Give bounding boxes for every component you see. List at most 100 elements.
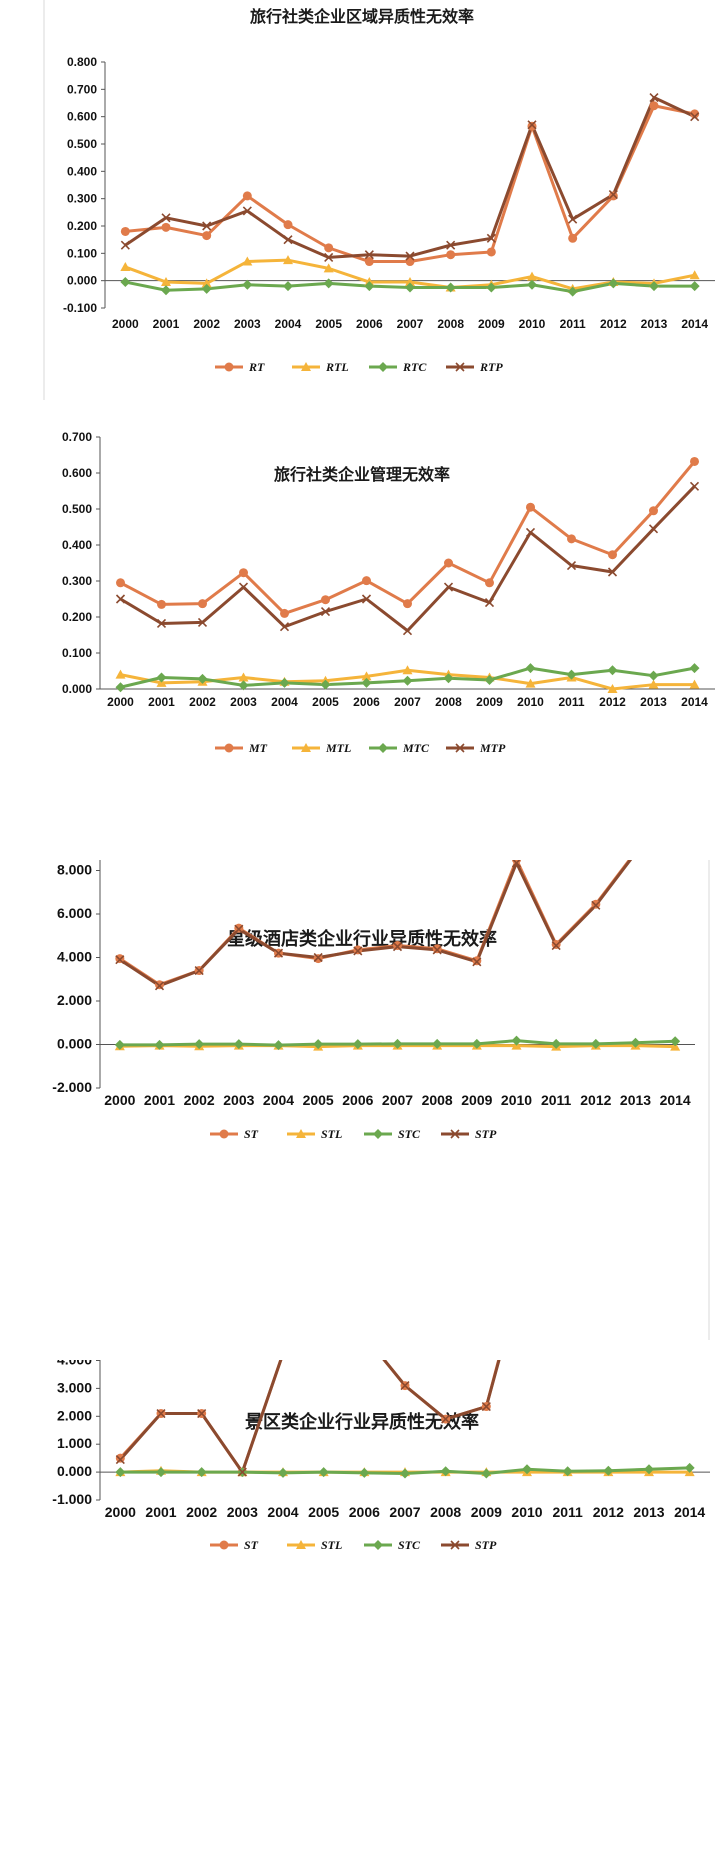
chart-3-x-tick-label: 2009 <box>461 1092 492 1108</box>
chart-1-series-2-point-8 <box>405 277 415 287</box>
chart-2-x-tick-label: 2000 <box>107 695 134 709</box>
chart-1-legend-item-RTL: RTL <box>292 360 349 374</box>
chart-4-series-3-point-3 <box>196 1467 207 1478</box>
chart-1-series-3-point-7 <box>364 281 375 292</box>
chart-2-series-4-point-9 <box>443 582 454 592</box>
chart-2-series-3-point-5 <box>279 677 290 688</box>
chart-3-plot: 10.0008.0006.0004.0002.0000.000-2.000200… <box>49 818 695 1108</box>
chart-4-y-tick-label: -1.000 <box>52 1491 92 1507</box>
chart-3-legend-label: ST <box>244 1127 259 1141</box>
chart-4-series-3-point-10 <box>481 1468 492 1479</box>
chart-1-x-tick-label: 2011 <box>560 317 586 331</box>
chart-4-x-tick-label: 2007 <box>389 1504 420 1520</box>
chart-3-title: 星级酒店类企业行业异质性无效率 <box>227 928 497 950</box>
chart-3-y-tick-label: 2.000 <box>57 992 92 1008</box>
chart-3-y-tick-label: 6.000 <box>57 905 92 921</box>
chart-4-legend-item-STP: STP <box>441 1538 497 1552</box>
chart-3-x-tick-label: 2004 <box>263 1092 294 1108</box>
chart-1-series-3-point-1 <box>120 277 131 288</box>
chart-2-series-4-point-12 <box>566 560 577 571</box>
chart-4-legend-label: STP <box>475 1538 497 1552</box>
chart-2-x-tick-label: 2005 <box>312 695 339 709</box>
chart-1-y-tick-label: 0.700 <box>67 82 97 96</box>
chart-3-legend-item-STC: STC <box>364 1127 421 1141</box>
chart-1-series-1-point-1 <box>120 226 130 236</box>
chart-1-y-tick-label: 0.300 <box>67 192 97 206</box>
chart-1-series-1-point-11 <box>527 121 537 131</box>
chart-3-series-3-point-12 <box>551 1038 562 1049</box>
chart-1-legend-label: RTC <box>402 360 427 374</box>
chart-1-svg: 旅行社类企业区域异质性无效率 0.800 0.700 0.600 0.500 0.400… <box>43 0 715 400</box>
chart-1-x-tick-label: 2000 <box>112 317 139 331</box>
chart-2-series-4-point-11 <box>525 527 536 537</box>
chart-4-legend-item-STC: STC <box>364 1538 421 1552</box>
chart-2-legend-item-MT: MT <box>215 741 268 755</box>
chart-2-y-tick-label: 0.600 <box>62 466 92 480</box>
chart-3-x-tick-label: 2008 <box>422 1092 453 1108</box>
chart-4-series-4-point-10 <box>481 1401 491 1412</box>
chart-3-x-tick-label: 2001 <box>144 1092 175 1108</box>
chart-2-series-3-point-2 <box>156 672 167 683</box>
chart-2-series-1-point-13 <box>608 550 617 560</box>
chart-3-series-3-point-2 <box>154 1039 165 1050</box>
chart-1-series-3-point-4 <box>242 279 253 290</box>
chart-2-series-1-point-5 <box>280 608 289 618</box>
chart-1-series-3-point-3 <box>201 283 212 294</box>
chart-2-y-tick-label: 0.700 <box>62 430 92 444</box>
chart-3-series-3-point-8 <box>392 1038 403 1049</box>
chart-3-x-tick-label: 2000 <box>104 1092 135 1108</box>
chart-3-legend-label: STL <box>321 1127 342 1141</box>
chart-2-legend-item-MTP: MTP <box>446 741 506 755</box>
chart-3-x-tick-label: 2002 <box>184 1092 215 1108</box>
chart-3-legend-item-STP: STP <box>441 1127 497 1141</box>
chart-1-series-1-point-3 <box>202 231 212 241</box>
chart-2-series-2-point-8 <box>402 665 413 675</box>
chart-2-legend-item-MTL: MTL <box>292 741 351 755</box>
chart-4-series-3-point-2 <box>156 1467 166 1478</box>
chart-2-series-4-point-15 <box>689 481 700 491</box>
chart-4-series-3-point-15 <box>684 1462 695 1473</box>
chart-3-x-tick-label: 2012 <box>580 1092 611 1108</box>
chart-1-series-3-point-12 <box>567 286 578 297</box>
chart-2-series-4-point-4 <box>238 582 249 592</box>
chart-3-series-3-point-9 <box>432 1038 443 1049</box>
chart-2-legend-label: MTC <box>402 741 430 755</box>
chart-4-y-tick-label: 4.000 <box>57 1360 92 1368</box>
chart-1-y-tick-label: -0.100 <box>63 301 97 315</box>
chart-1-series-1-point-7 <box>364 257 374 267</box>
chart-2-series-3-point-14 <box>648 670 659 681</box>
chart-4-series-3-point-1 <box>115 1467 126 1478</box>
chart-1-legend-label: RTL <box>325 360 349 374</box>
chart-3-series-4-point-2 <box>154 981 165 991</box>
chart-4-x-tick-label: 2008 <box>430 1504 461 1520</box>
chart-3-x-tick-label: 2006 <box>342 1092 373 1108</box>
chart-4-x-tick-label: 2006 <box>349 1504 380 1520</box>
chart-4-legend-label: STL <box>321 1538 342 1552</box>
chart-1-series-1-point-5 <box>283 220 293 230</box>
chart-1-legend-item-RTC: RTC <box>369 360 427 374</box>
chart-4-x-tick-label: 2004 <box>267 1504 298 1520</box>
chart-2-series-4-point-3 <box>197 617 208 627</box>
chart-1-series-1-point-2 <box>161 222 171 232</box>
chart-4-series-4-point-3 <box>197 1408 207 1419</box>
chart-2-series-3-point-9 <box>443 673 454 684</box>
chart-4-series-3-point-9 <box>440 1466 451 1477</box>
chart-1-x-tick-label: 2006 <box>356 317 383 331</box>
chart-3-series-4-point-13 <box>591 900 601 910</box>
chart-4-legend: ST STL STC STP <box>210 1538 497 1552</box>
chart-2-series-MT-line <box>119 460 696 615</box>
chart-4-x-tick-label: 2001 <box>145 1504 176 1520</box>
chart-4-series-3-point-8 <box>400 1468 410 1479</box>
chart-2-series-1-point-6 <box>321 595 330 605</box>
chart-4-y-tick-label: 2.000 <box>57 1407 92 1423</box>
chart-4-series-3-point-14 <box>644 1464 654 1475</box>
chart-2-series-3-point-7 <box>361 677 372 688</box>
chart-1-series-1-point-4 <box>242 191 252 201</box>
chart-1-series-1-point-12 <box>568 233 578 243</box>
chart-4-x-tick-label: 2013 <box>633 1504 664 1520</box>
chart-2-y-tick-label: 0.100 <box>62 646 92 660</box>
chart-2-series-4-point-13 <box>607 567 618 577</box>
chart-4-y-tick-label: 0.000 <box>57 1463 92 1479</box>
chart-2-x-tick-label: 2010 <box>517 695 544 709</box>
chart-1-series-3-point-10 <box>486 282 497 293</box>
